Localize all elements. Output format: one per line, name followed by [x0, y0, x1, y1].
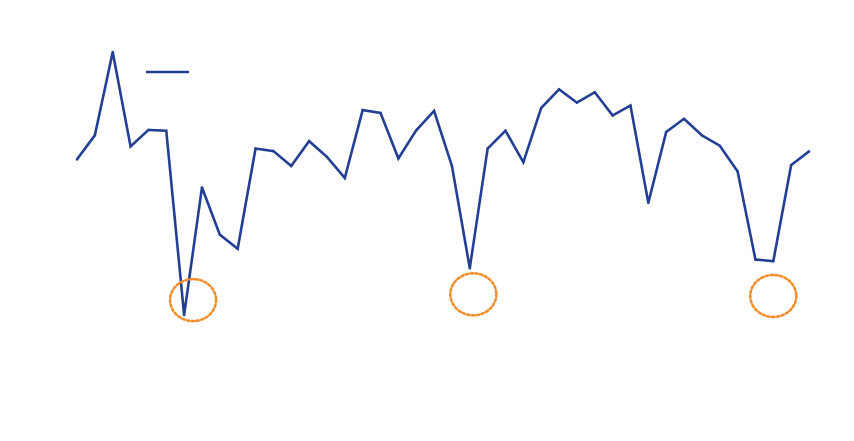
- annotation-layer: [168, 271, 798, 323]
- data-point: [807, 150, 811, 153]
- data-point: [629, 104, 632, 107]
- data-point: [468, 266, 472, 270]
- data-point: [343, 176, 347, 180]
- data-point: [397, 157, 400, 160]
- data-point: [754, 258, 757, 261]
- data-point: [272, 149, 275, 153]
- data-point: [736, 170, 739, 173]
- data-point: [75, 158, 79, 161]
- data-point: [450, 164, 454, 168]
- data-point: [486, 147, 489, 150]
- data-point: [93, 134, 97, 137]
- data-point: [557, 88, 561, 91]
- data-point: [432, 109, 436, 113]
- data-point: [593, 90, 597, 94]
- data-point: [129, 145, 132, 148]
- data-point: [539, 106, 543, 110]
- anomaly-marker-circle: [168, 277, 218, 323]
- data-point: [325, 155, 329, 159]
- data-point: [647, 201, 650, 205]
- series-line-0: [75, 51, 810, 316]
- data-point: [718, 144, 722, 147]
- data-point: [236, 247, 239, 251]
- data-point: [147, 128, 150, 132]
- anomaly-marker-circle: [748, 273, 798, 319]
- data-point: [682, 117, 686, 121]
- data-point: [200, 186, 204, 189]
- data-point: [575, 101, 579, 104]
- data-point: [664, 130, 668, 134]
- data-point: [182, 313, 186, 317]
- data-point: [361, 108, 364, 112]
- data-point: [379, 111, 382, 115]
- data-point: [789, 163, 793, 167]
- data-point: [504, 129, 507, 133]
- data-point: [700, 134, 704, 137]
- data-point: [522, 160, 525, 164]
- data-point: [307, 139, 311, 143]
- data-point: [164, 129, 168, 133]
- data-point: [414, 129, 418, 132]
- series-layer: [75, 50, 811, 317]
- data-point: [218, 233, 222, 236]
- data-point: [111, 50, 115, 54]
- data-point: [611, 114, 614, 117]
- data-point: [254, 147, 257, 150]
- data-point: [771, 259, 775, 263]
- data-point: [289, 164, 293, 168]
- anomaly-marker-circle: [449, 271, 498, 317]
